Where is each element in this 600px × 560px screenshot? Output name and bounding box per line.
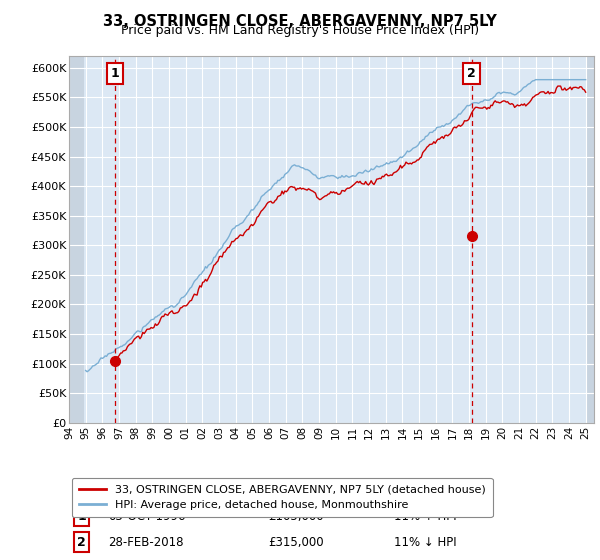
Text: 11% ↓ HPI: 11% ↓ HPI bbox=[395, 535, 457, 548]
Text: £315,000: £315,000 bbox=[269, 535, 324, 548]
Text: £105,000: £105,000 bbox=[269, 510, 324, 523]
Text: 1: 1 bbox=[110, 67, 119, 80]
Text: 2: 2 bbox=[77, 535, 86, 548]
Bar bbox=[587, 56, 596, 423]
Text: 33, OSTRINGEN CLOSE, ABERGAVENNY, NP7 5LY: 33, OSTRINGEN CLOSE, ABERGAVENNY, NP7 5L… bbox=[103, 14, 497, 29]
Text: 03-OCT-1996: 03-OCT-1996 bbox=[109, 510, 186, 523]
Text: 2: 2 bbox=[467, 67, 476, 80]
Legend: 33, OSTRINGEN CLOSE, ABERGAVENNY, NP7 5LY (detached house), HPI: Average price, : 33, OSTRINGEN CLOSE, ABERGAVENNY, NP7 5L… bbox=[72, 478, 493, 517]
Bar bbox=[69, 56, 84, 423]
Text: 11% ↑ HPI: 11% ↑ HPI bbox=[395, 510, 457, 523]
Text: Price paid vs. HM Land Registry's House Price Index (HPI): Price paid vs. HM Land Registry's House … bbox=[121, 24, 479, 37]
Text: 1: 1 bbox=[77, 510, 86, 523]
Text: 28-FEB-2018: 28-FEB-2018 bbox=[109, 535, 184, 548]
